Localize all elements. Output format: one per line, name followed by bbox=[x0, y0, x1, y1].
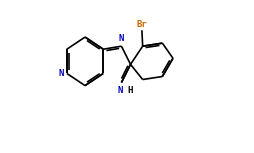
Text: N: N bbox=[118, 34, 124, 43]
Text: Br: Br bbox=[136, 20, 147, 29]
Text: N: N bbox=[117, 86, 122, 95]
Text: N: N bbox=[59, 69, 64, 78]
Text: H: H bbox=[126, 86, 132, 95]
